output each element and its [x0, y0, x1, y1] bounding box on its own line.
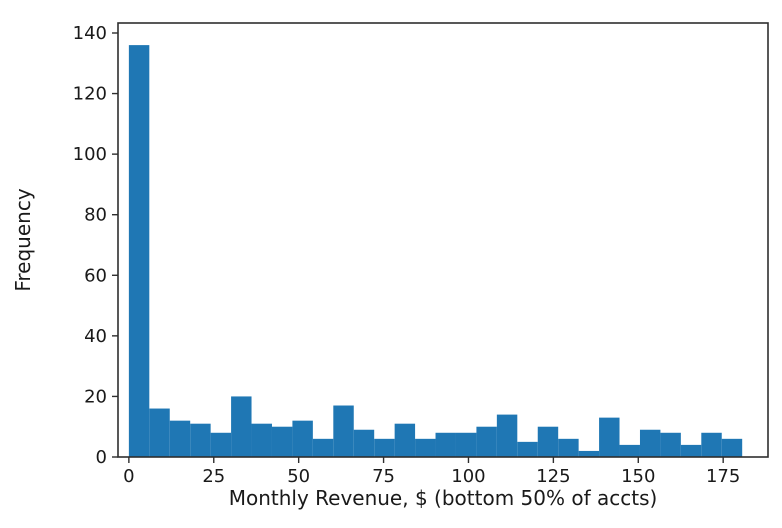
- histogram-bar: [496, 414, 518, 457]
- x-tick-label: 75: [372, 466, 395, 487]
- x-tick-label: 175: [706, 466, 740, 487]
- plot-border: [117, 22, 769, 458]
- histogram-bar: [271, 426, 293, 457]
- histogram-bar: [517, 441, 538, 457]
- histogram-bar: [374, 438, 395, 457]
- histogram-bar: [599, 417, 620, 457]
- y-tick-label: 20: [84, 386, 107, 407]
- histogram-bar: [680, 444, 702, 457]
- histogram-bar: [639, 429, 661, 457]
- y-tick-label: 60: [84, 265, 107, 286]
- y-tick-label: 80: [84, 205, 107, 226]
- histogram-bar: [231, 396, 252, 457]
- x-tick-label: 125: [536, 466, 570, 487]
- x-tick-label: 25: [202, 466, 225, 487]
- y-tick-label: 120: [73, 84, 107, 105]
- histogram-bar: [251, 423, 272, 457]
- y-tick-label: 100: [73, 144, 107, 165]
- histogram-bar: [701, 432, 722, 457]
- axes-layer: 0 25 50 75 100 125 150 175 0 20 40 60 80 100 120 140: [73, 22, 769, 487]
- histogram-bar: [558, 438, 579, 457]
- histogram-bar: [455, 432, 477, 457]
- histogram-bar: [190, 423, 211, 457]
- x-tick-label: 50: [287, 466, 310, 487]
- histogram-bar: [128, 45, 150, 458]
- histogram-bar: [292, 420, 313, 457]
- histogram-bar: [619, 444, 640, 457]
- histogram-bar: [721, 438, 743, 457]
- histogram-bar: [333, 405, 354, 457]
- x-tick-label: 0: [123, 466, 134, 487]
- histogram-bar: [169, 420, 191, 457]
- histogram-bar: [353, 429, 375, 457]
- y-tick-label: 0: [96, 447, 107, 468]
- bars-layer: [128, 45, 743, 458]
- histogram-bar: [312, 438, 334, 457]
- y-axis-label: Frequency: [11, 188, 35, 291]
- histogram-bar: [476, 426, 497, 457]
- histogram-bar: [210, 432, 232, 457]
- histogram-bar: [394, 423, 416, 457]
- histogram-bar: [660, 432, 681, 457]
- histogram-bar: [415, 438, 436, 457]
- y-tick-label: 40: [84, 326, 107, 347]
- histogram-bar: [149, 408, 170, 457]
- histogram-bar: [578, 450, 600, 457]
- histogram-bar: [537, 426, 559, 457]
- y-tick-label: 140: [73, 23, 107, 44]
- x-axis-label: Monthly Revenue, $ (bottom 50% of accts): [229, 486, 658, 510]
- x-tick-label: 100: [451, 466, 485, 487]
- x-tick-label: 150: [621, 466, 655, 487]
- histogram-bar: [435, 432, 456, 457]
